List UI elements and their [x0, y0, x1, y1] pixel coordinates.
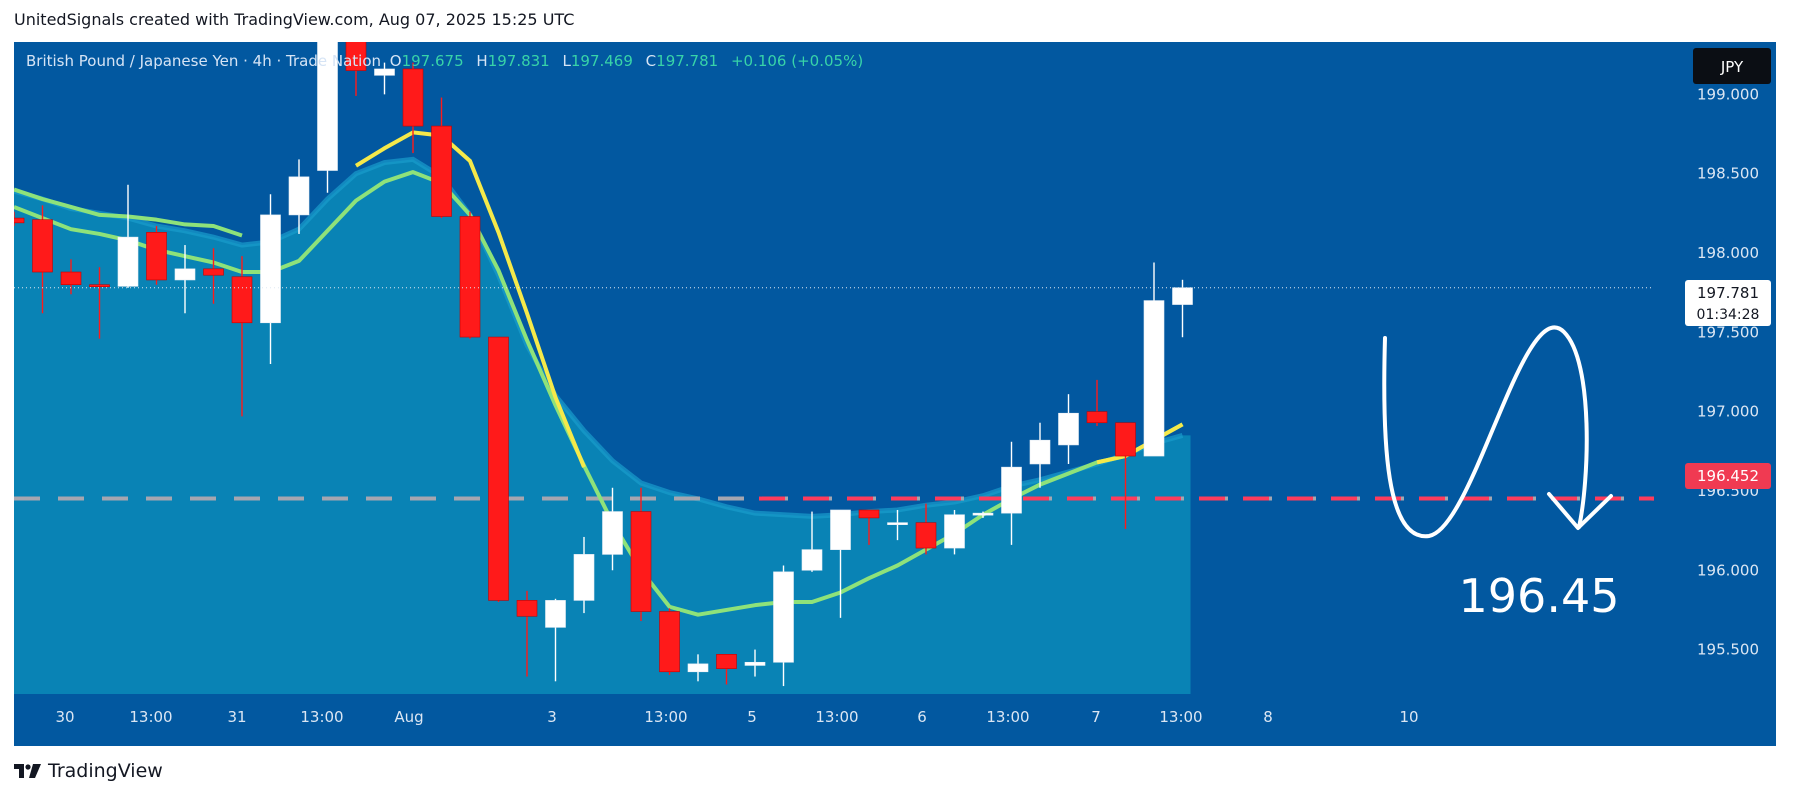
- candle-body: [1143, 300, 1165, 457]
- candle-body: [773, 571, 794, 663]
- currency-button-label[interactable]: JPY: [1720, 58, 1744, 76]
- candle-body: [14, 217, 25, 224]
- time-axis-tick: 13:00: [815, 708, 858, 726]
- candle-body: [317, 42, 338, 171]
- candle-body: [687, 663, 709, 673]
- candle-body: [830, 509, 851, 550]
- candle-body: [573, 554, 595, 601]
- candle-body: [716, 654, 737, 669]
- candle-body: [374, 68, 395, 76]
- level-price-tag: 196.452: [1685, 463, 1771, 489]
- candle-body: [602, 511, 623, 555]
- time-axis-tick: 13:00: [1159, 708, 1202, 726]
- brand-footer[interactable]: TradingView: [14, 760, 163, 782]
- time-axis-tick: Aug: [394, 708, 423, 726]
- candle-body: [944, 514, 965, 549]
- candle-body: [488, 336, 509, 601]
- candle-body: [516, 600, 538, 617]
- currency-button-bg[interactable]: [1693, 48, 1771, 84]
- time-axis-tick: 31: [227, 708, 246, 726]
- candle-body: [1058, 412, 1079, 446]
- candle-body: [117, 236, 139, 287]
- price-axis-tick: 199.000: [1697, 85, 1759, 103]
- candle-body: [231, 276, 253, 324]
- time-axis-tick: 30: [55, 708, 74, 726]
- candle-body: [146, 232, 167, 281]
- chart-caption: UnitedSignals created with TradingView.c…: [14, 10, 575, 29]
- moving-average-area: [14, 159, 1191, 694]
- candle-body: [431, 125, 452, 217]
- candle-body: [887, 522, 908, 525]
- price-axis-tick: 196.000: [1697, 561, 1759, 579]
- area-upper-edge: [14, 156, 1184, 519]
- brand-name: TradingView: [48, 760, 163, 782]
- candle-body: [744, 661, 766, 666]
- price-axis-background: [1654, 42, 1776, 746]
- price-axis-tick: 197.000: [1697, 403, 1759, 421]
- time-axis-tick: 3: [547, 708, 557, 726]
- last-price-tag-bg: [1685, 280, 1771, 326]
- fast-moving-average-line-c: [1096, 422, 1184, 465]
- time-axis-tick: 10: [1399, 708, 1418, 726]
- candle-body: [32, 219, 53, 273]
- time-axis-tick: 13:00: [986, 708, 1029, 726]
- candle-body: [402, 68, 424, 127]
- candle-body: [1001, 466, 1022, 514]
- candle-body: [545, 600, 566, 628]
- time-axis-tick: 5: [747, 708, 757, 726]
- candle-body: [459, 216, 481, 338]
- level-price-value: 196.452: [1697, 467, 1759, 485]
- time-axis-tick: 13:00: [129, 708, 172, 726]
- time-axis-tick: 13:00: [300, 708, 343, 726]
- candle-countdown: 01:34:28: [1697, 307, 1760, 323]
- last-price-value: 197.781: [1697, 284, 1759, 302]
- last-price-tag: 197.781 01:34:28: [1685, 280, 1771, 326]
- candle-body: [288, 176, 310, 216]
- price-axis-tick: 195.500: [1697, 641, 1759, 659]
- time-axis-tick: 7: [1091, 708, 1101, 726]
- candle-body: [915, 522, 937, 549]
- candle-body: [1115, 422, 1136, 457]
- candle-body: [260, 214, 281, 324]
- price-axis-tick: 198.500: [1697, 165, 1759, 183]
- candle-body: [1029, 439, 1051, 465]
- time-axis-tick: 8: [1263, 708, 1273, 726]
- projection-path: [1382, 325, 1589, 539]
- candle-body: [345, 42, 367, 71]
- time-axis-tick: 6: [917, 708, 927, 726]
- candle-body: [203, 268, 224, 276]
- candle-body: [801, 549, 823, 571]
- time-axis-background: [14, 694, 1776, 746]
- time-axis-tick: 13:00: [644, 708, 687, 726]
- projection-arrowhead: [1547, 492, 1613, 530]
- candle-body: [174, 268, 196, 281]
- tradingview-logo-icon: [14, 764, 41, 778]
- price-chart[interactable]: 195.500196.000196.500197.000197.500198.0…: [14, 42, 1776, 746]
- candle-body: [89, 284, 110, 288]
- price-axis-tick: 198.000: [1697, 244, 1759, 262]
- price-axis-tick: 197.500: [1697, 323, 1759, 341]
- slow-moving-average-line: [14, 170, 1184, 617]
- fast-moving-average-line-b: [354, 130, 586, 468]
- candle-body: [1086, 411, 1108, 424]
- chart-area[interactable]: 195.500 196.000 196.500 197.000 197.500 198.0…: [14, 42, 1776, 746]
- candle-body: [630, 511, 652, 612]
- level-price-tag-bg: [1685, 463, 1771, 489]
- target-price-label: 196.45: [1459, 569, 1620, 623]
- candle-body: [60, 271, 82, 286]
- candle-body: [972, 512, 994, 516]
- currency-button[interactable]: JPY: [1693, 48, 1771, 84]
- projection-arrow: [1382, 325, 1613, 539]
- candle-body: [659, 611, 680, 673]
- candle-body: [858, 509, 880, 519]
- candle-body: [1172, 287, 1193, 305]
